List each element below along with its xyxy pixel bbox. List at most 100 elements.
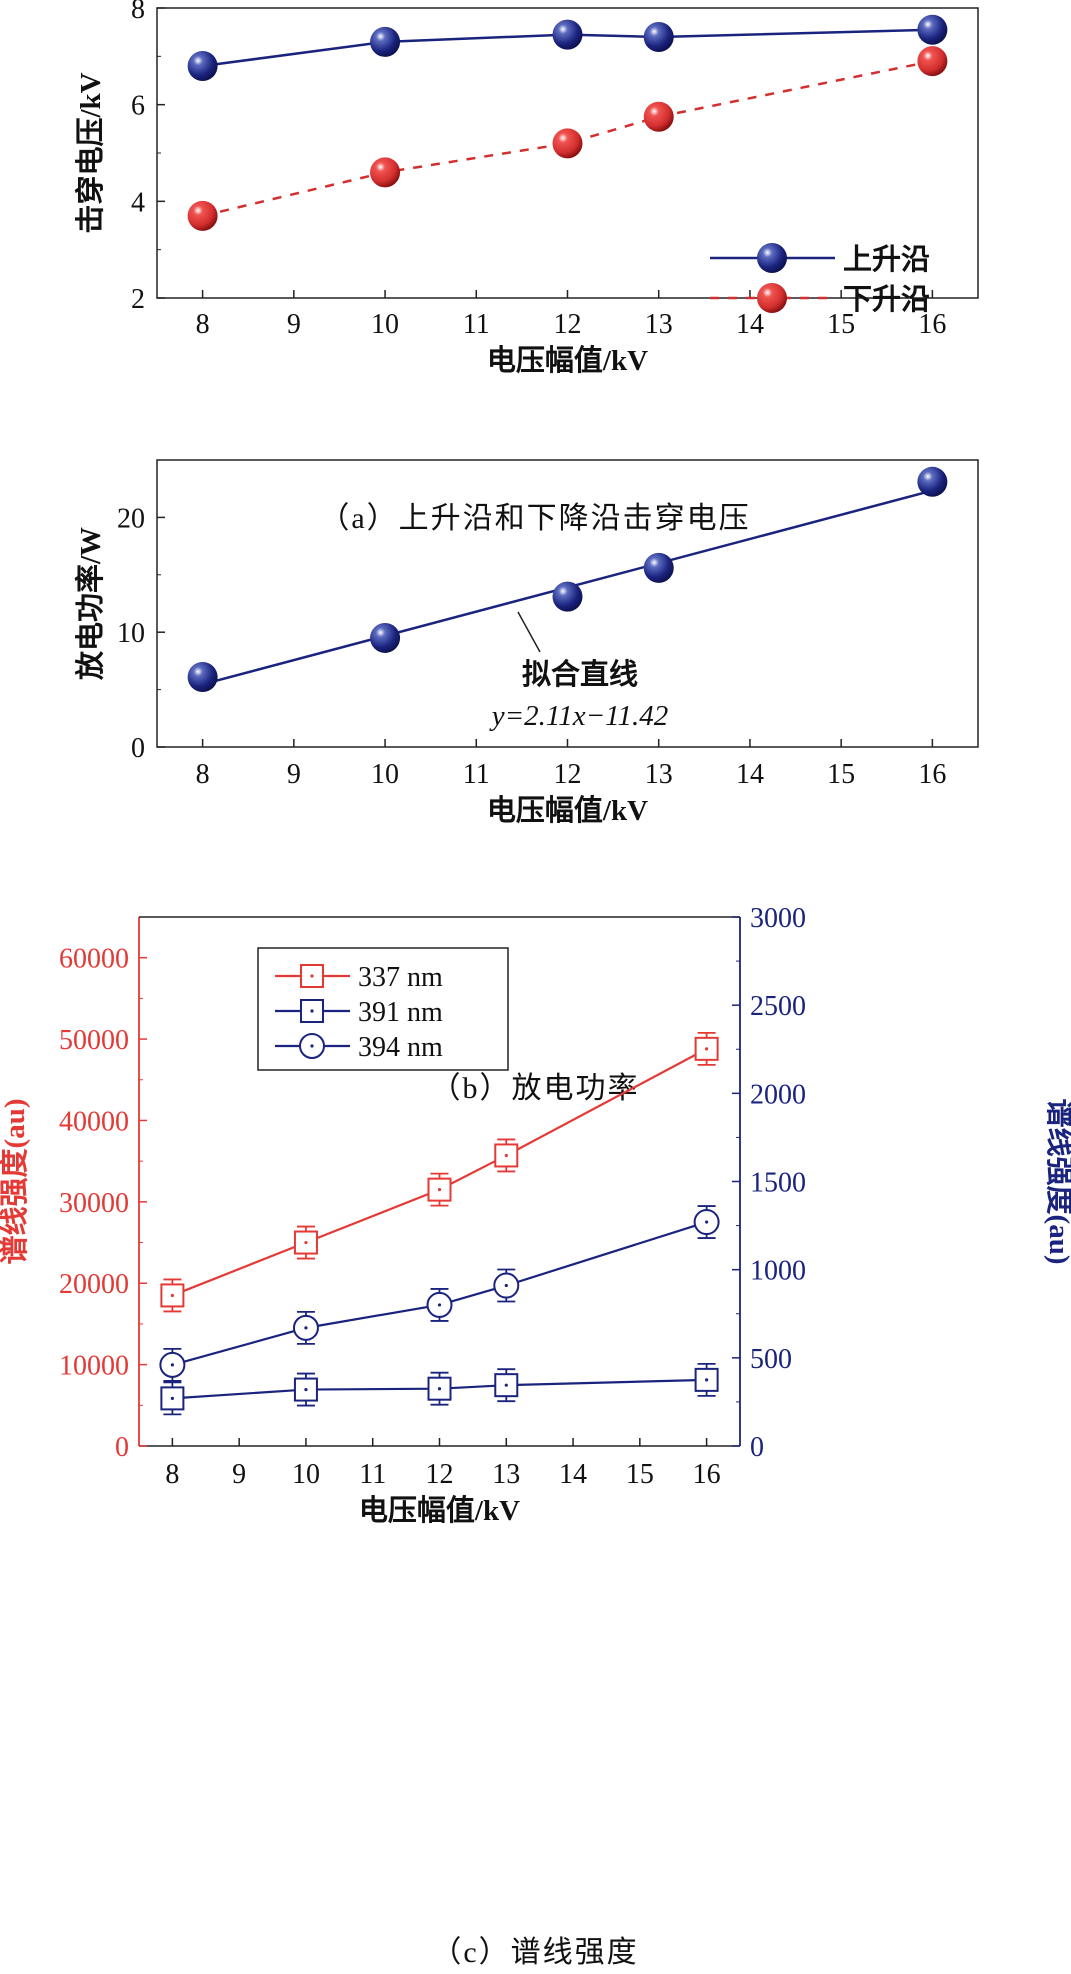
y-tick-label: 2 bbox=[131, 284, 145, 315]
x-tick-label: 16 bbox=[918, 759, 946, 790]
data-point-power bbox=[643, 552, 674, 583]
x-tick-label: 11 bbox=[463, 759, 490, 790]
y-left-tick-label: 20000 bbox=[59, 1269, 129, 1300]
data-point-337-nm-dot bbox=[705, 1047, 709, 1051]
x-tick-label: 12 bbox=[426, 1459, 454, 1490]
x-tick-label: 9 bbox=[287, 309, 301, 340]
x-tick-label: 14 bbox=[736, 309, 764, 340]
data-point-337-nm-dot bbox=[437, 1188, 442, 1192]
data-point-337-nm-dot bbox=[304, 1240, 308, 1245]
x-axis-label: 电压幅值/kV bbox=[359, 1494, 520, 1527]
data-point-394-nm-dot bbox=[304, 1326, 308, 1330]
x-tick-label: 8 bbox=[196, 309, 210, 340]
x-tick-label: 15 bbox=[827, 759, 855, 790]
x-tick-label: 16 bbox=[918, 309, 946, 340]
data-point-394-nm-dot bbox=[170, 1363, 174, 1367]
y-axis-label: 放电功率/W bbox=[73, 527, 107, 681]
fit-equation: y=2.11x−11.42 bbox=[489, 700, 669, 732]
y-right-tick-label: 500 bbox=[750, 1344, 792, 1375]
data-point-337-nm-dot bbox=[504, 1153, 508, 1158]
x-tick-label: 12 bbox=[554, 309, 582, 340]
x-tick-label: 8 bbox=[196, 759, 210, 790]
data-point-337-nm-dot bbox=[170, 1293, 174, 1298]
annotation-leader bbox=[517, 611, 541, 653]
legend-marker bbox=[757, 243, 787, 273]
data-point-rising bbox=[917, 14, 948, 45]
y-tick-label: 6 bbox=[131, 91, 145, 122]
x-tick-label: 10 bbox=[371, 759, 399, 790]
x-tick-label: 11 bbox=[359, 1459, 386, 1490]
data-point-391-nm-dot bbox=[504, 1383, 508, 1387]
x-tick-label: 10 bbox=[371, 309, 399, 340]
y-right-tick-label: 2000 bbox=[750, 1079, 806, 1110]
legend-marker-dot bbox=[310, 1009, 314, 1013]
legend-marker-dot bbox=[310, 1044, 314, 1048]
y-tick-label: 20 bbox=[117, 503, 145, 534]
data-point-power bbox=[552, 581, 583, 612]
data-point-rising bbox=[370, 26, 401, 57]
x-tick-label: 12 bbox=[554, 759, 582, 790]
data-point-394-nm-dot bbox=[705, 1220, 709, 1224]
data-point-391-nm-dot bbox=[437, 1387, 442, 1391]
legend-label: 394 nm bbox=[358, 1032, 443, 1063]
y-tick-label: 10 bbox=[117, 618, 145, 649]
y-tick-label: 4 bbox=[131, 187, 145, 218]
data-point-391-nm-dot bbox=[170, 1396, 174, 1400]
legend-label: 上升沿 bbox=[843, 243, 930, 276]
x-tick-label: 16 bbox=[693, 1459, 721, 1490]
legend-marker bbox=[757, 283, 787, 313]
y-left-tick-label: 10000 bbox=[59, 1351, 129, 1382]
y-left-tick-label: 60000 bbox=[59, 944, 129, 975]
data-point-falling bbox=[370, 157, 401, 188]
x-tick-label: 13 bbox=[645, 309, 673, 340]
data-point-power bbox=[187, 661, 218, 692]
series-line-falling bbox=[202, 59, 933, 218]
x-tick-label: 10 bbox=[292, 1459, 320, 1490]
x-tick-label: 9 bbox=[232, 1459, 246, 1490]
y-right-tick-label: 1000 bbox=[750, 1256, 806, 1287]
data-point-391-nm-dot bbox=[705, 1378, 709, 1382]
data-point-rising bbox=[187, 51, 218, 81]
legend-label: 391 nm bbox=[358, 997, 443, 1028]
y-right-tick-label: 0 bbox=[750, 1432, 764, 1463]
y-left-tick-label: 40000 bbox=[59, 1106, 129, 1137]
data-point-falling bbox=[552, 128, 583, 159]
data-point-falling bbox=[187, 200, 218, 231]
data-point-rising bbox=[643, 22, 674, 52]
x-tick-label: 9 bbox=[287, 759, 301, 790]
x-tick-label: 13 bbox=[645, 759, 673, 790]
caption-b: （b）放电功率 bbox=[431, 1072, 640, 1105]
data-point-rising bbox=[552, 19, 583, 50]
y-axis-label: 击穿电压/kV bbox=[73, 72, 107, 233]
caption-a: （a）上升沿和下降沿击穿电压 bbox=[319, 502, 750, 535]
data-point-power bbox=[370, 622, 401, 653]
x-axis-label: 电压幅值/kV bbox=[487, 344, 648, 377]
y-left-tick-label: 30000 bbox=[59, 1188, 129, 1219]
x-tick-label: 13 bbox=[492, 1459, 520, 1490]
x-axis-label: 电压幅值/kV bbox=[487, 794, 648, 827]
x-tick-label: 8 bbox=[165, 1459, 179, 1490]
y-right-axis-label: 谱线强度(au) bbox=[1043, 1099, 1071, 1265]
x-tick-label: 14 bbox=[736, 759, 764, 790]
x-tick-label: 14 bbox=[559, 1459, 587, 1490]
data-point-falling bbox=[917, 46, 948, 77]
data-point-394-nm-dot bbox=[437, 1303, 442, 1307]
y-tick-label: 8 bbox=[131, 0, 145, 25]
y-tick-label: 0 bbox=[131, 733, 145, 764]
caption-c: （c）谱线强度 bbox=[431, 1936, 638, 1969]
data-point-394-nm-dot bbox=[504, 1283, 508, 1288]
legend-marker-dot bbox=[310, 974, 314, 978]
data-point-power bbox=[917, 466, 948, 497]
x-tick-label: 15 bbox=[626, 1459, 654, 1490]
y-right-tick-label: 3000 bbox=[750, 903, 806, 934]
fit-label: 拟合直线 bbox=[522, 658, 638, 691]
y-right-tick-label: 2500 bbox=[750, 991, 806, 1022]
x-tick-label: 15 bbox=[827, 309, 855, 340]
legend-label: 337 nm bbox=[358, 962, 443, 993]
data-point-falling bbox=[643, 101, 674, 132]
y-left-tick-label: 0 bbox=[115, 1432, 129, 1463]
data-point-391-nm-dot bbox=[304, 1387, 308, 1392]
y-left-tick-label: 50000 bbox=[59, 1025, 129, 1056]
y-left-axis-label: 谱线强度(au) bbox=[0, 1099, 31, 1265]
